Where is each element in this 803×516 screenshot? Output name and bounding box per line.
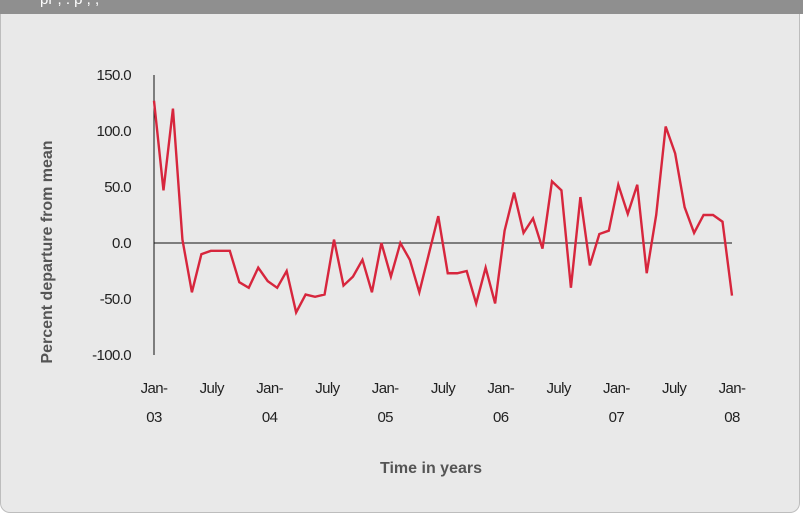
x-tick-label: July bbox=[200, 380, 225, 397]
y-tick-label: -100.0 bbox=[92, 347, 131, 364]
x-tick-label: July bbox=[431, 380, 456, 397]
x-tick-year-label: 07 bbox=[609, 409, 625, 426]
x-tick-label: Jan- bbox=[256, 380, 283, 397]
y-tick-label: 50.0 bbox=[104, 179, 131, 196]
header-partial-text: pr , . p , , bbox=[40, 0, 99, 8]
header-bar: pr , . p , , bbox=[0, 0, 803, 14]
x-tick-label: July bbox=[315, 380, 340, 397]
x-tick-label: Jan- bbox=[487, 380, 514, 397]
chart-panel bbox=[0, 14, 800, 513]
x-tick-year-label: 06 bbox=[493, 409, 509, 426]
y-tick-label: 150.0 bbox=[96, 67, 131, 84]
y-tick-label: -50.0 bbox=[100, 291, 131, 308]
x-tick-label: July bbox=[662, 380, 687, 397]
x-tick-year-label: 03 bbox=[146, 409, 162, 426]
x-tick-year-label: 04 bbox=[262, 409, 278, 426]
x-tick-label: Jan- bbox=[141, 380, 168, 397]
y-tick-label: 0.0 bbox=[112, 235, 131, 252]
series-line bbox=[152, 100, 734, 316]
x-tick-year-label: 08 bbox=[724, 409, 740, 426]
y-tick-label: 100.0 bbox=[96, 123, 131, 140]
x-tick-label: Jan- bbox=[603, 380, 630, 397]
x-tick-label: Jan- bbox=[372, 380, 399, 397]
x-tick-label: July bbox=[546, 380, 571, 397]
x-tick-year-label: 05 bbox=[377, 409, 393, 426]
y-axis-title: Percent departure from mean bbox=[39, 140, 56, 363]
x-tick-label: Jan- bbox=[719, 380, 746, 397]
x-axis-title: Time in years bbox=[380, 460, 482, 477]
